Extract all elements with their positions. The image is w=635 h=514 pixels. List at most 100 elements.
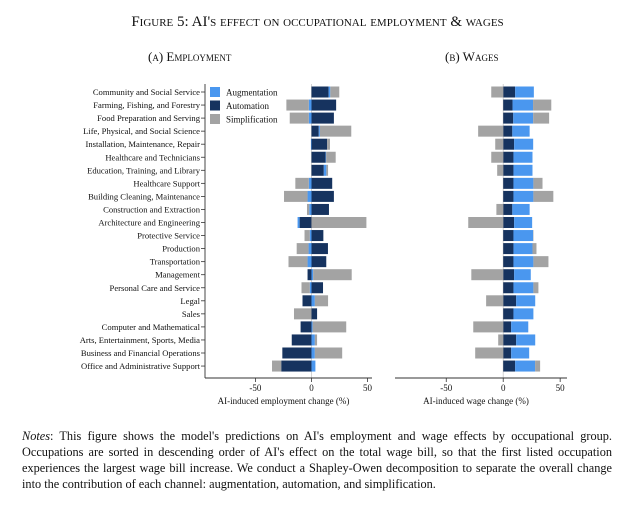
wages-bar-automation [503, 86, 516, 98]
y-tick-label: Life, Physical, and Social Science [83, 126, 200, 136]
employment-bar-augmentation [323, 164, 327, 176]
wages-bar-automation [503, 334, 517, 346]
employment-bar-automation [311, 99, 337, 111]
x-tick-label: 50 [363, 383, 373, 393]
wages-bar-automation [503, 217, 515, 228]
employment-bar-automation [281, 360, 312, 372]
employment-bar-simplification [312, 321, 347, 333]
wages-bar-augmentation [514, 269, 531, 281]
wages-bar-automation [503, 151, 514, 163]
employment-bar-automation [311, 308, 318, 320]
wages-bar-simplification [486, 295, 504, 307]
x-tick-label: -50 [440, 383, 452, 393]
employment-bar-augmentation [311, 334, 315, 346]
wages-bar-simplification [491, 151, 504, 163]
x-tick-label: 0 [309, 383, 314, 393]
employment-bar-simplification [288, 256, 308, 268]
employment-bar-automation [311, 164, 324, 176]
legend-swatch-automation [210, 100, 220, 111]
employment-bar-augmentation [309, 230, 312, 242]
wages-bar-augmentation [513, 230, 534, 242]
wages-bar-automation [503, 243, 514, 255]
employment-bar-automation [311, 125, 319, 137]
wages-bar-automation [503, 190, 514, 202]
employment-bar-automation [307, 269, 312, 281]
employment-bar-augmentation [308, 99, 312, 111]
wages-bar-automation [503, 269, 515, 281]
wages-bar-automation [503, 177, 514, 189]
y-tick-label: Management [155, 270, 200, 280]
employment-bar-automation [299, 217, 312, 228]
wages-bar-augmentation [513, 177, 534, 189]
employment-bar-automation [311, 86, 329, 98]
employment-bar-automation [311, 256, 327, 268]
wages-bar-simplification [475, 347, 504, 359]
employment-bar-augmentation [325, 151, 327, 163]
y-tick-label: Building Cleaning, Maintenance [88, 191, 200, 201]
y-tick-label: Business and Financial Operations [81, 348, 201, 358]
employment-bar-simplification [314, 347, 343, 359]
employment-bar-augmentation [297, 217, 300, 228]
employment-bar-simplification [306, 203, 310, 215]
employment-bar-automation [311, 177, 333, 189]
employment-bar-automation [311, 112, 334, 124]
employment-bar-simplification [314, 295, 329, 307]
wages-bar-automation [503, 308, 514, 320]
wages-bar-augmentation [514, 138, 534, 150]
employment-bar-augmentation [311, 360, 316, 372]
y-tick-label: Healthcare Support [133, 178, 200, 188]
employment-bar-automation [291, 334, 312, 346]
employment-bar-simplification [284, 190, 308, 202]
notes-text: : This figure shows the model's predicti… [22, 429, 612, 491]
employment-bar-simplification [286, 99, 309, 111]
wages-bar-automation [503, 282, 514, 294]
employment-bar-simplification [293, 308, 312, 320]
wages-bar-augmentation [512, 99, 534, 111]
employment-bar-simplification [326, 164, 329, 176]
employment-bar-augmentation [310, 138, 312, 150]
wages-bar-simplification [495, 138, 504, 150]
employment-bar-augmentation [307, 256, 312, 268]
employment-bar-simplification [327, 138, 330, 150]
y-tick-label: Protective Service [137, 231, 200, 241]
employment-bar-simplification [326, 151, 336, 163]
notes-label: Notes [22, 429, 51, 443]
employment-bar-simplification [289, 112, 309, 124]
wages-bar-augmentation [513, 243, 533, 255]
legend-label-simplification: Simplification [226, 115, 278, 125]
employment-bar-augmentation [311, 269, 314, 281]
y-tick-label: Architecture and Engineering [98, 218, 200, 228]
wages-bar-augmentation [511, 347, 530, 359]
employment-bar-augmentation [311, 321, 313, 333]
employment-bar-augmentation [308, 112, 312, 124]
wages-bar-augmentation [512, 203, 530, 215]
employment-bar-simplification [311, 217, 367, 228]
wages-bar-augmentation [511, 321, 529, 333]
legend-label-augmentation: Augmentation [226, 88, 278, 98]
employment-bar-augmentation [328, 86, 331, 98]
wages-bar-automation [503, 112, 514, 124]
employment-bar-augmentation [309, 282, 312, 294]
wages-bar-simplification [478, 125, 504, 137]
figure-title: Figure 5: AI's effect on occupational em… [131, 14, 504, 30]
wages-bar-augmentation [513, 282, 534, 294]
wages-bar-automation [503, 321, 512, 333]
wages-bar-automation [503, 295, 517, 307]
wages-bar-simplification [497, 164, 504, 176]
x-tick-label: 0 [501, 383, 506, 393]
wages-bar-automation [503, 203, 513, 215]
employment-bar-augmentation [308, 177, 312, 189]
wages-bar-automation [503, 256, 514, 268]
y-tick-label: Construction and Extraction [103, 204, 201, 214]
wages-bar-augmentation [514, 217, 533, 228]
employment-bar-simplification [295, 177, 309, 189]
wages-bar-augmentation [513, 190, 534, 202]
wages-bar-augmentation [515, 360, 536, 372]
employment-bar-augmentation [311, 347, 315, 359]
employment-bar-automation [311, 282, 324, 294]
chart-canvas: Community and Social Service Farming, Fis… [80, 84, 567, 406]
employment-bar-simplification [296, 243, 309, 255]
x-tick-label: -50 [249, 383, 261, 393]
wages-bar-simplification [496, 203, 504, 215]
employment-bar-automation [282, 347, 312, 359]
